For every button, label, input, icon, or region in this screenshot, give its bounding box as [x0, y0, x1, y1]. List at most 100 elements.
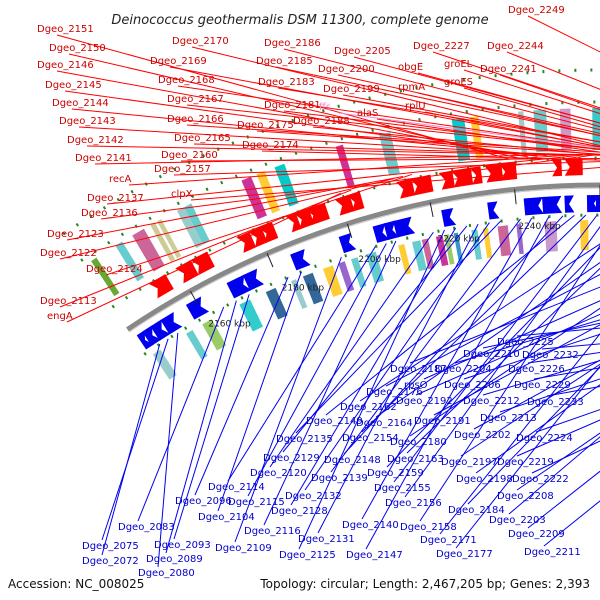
reverse-gene-label: Dgeo_2162 [340, 402, 397, 413]
cog-block [412, 240, 427, 272]
forward-gene-label: Dgeo_2144 [52, 98, 109, 109]
cog-block [152, 349, 177, 380]
reverse-gene [487, 201, 500, 220]
reverse-gene-label: Dgeo_2222 [512, 474, 569, 485]
backbone-circle [126, 182, 600, 332]
forward-gene-label: Dgeo_2157 [154, 164, 211, 175]
reverse-gene-label-connector [173, 294, 250, 540]
reverse-gene-label: Dgeo_2149 [306, 416, 363, 427]
forward-gene-label-connector [64, 90, 538, 157]
reverse-gene-label: Dgeo_2083 [118, 522, 175, 533]
forward-gene-label-connector [424, 111, 600, 148]
reverse-gene [142, 325, 162, 346]
forward-gene-label: Dgeo_2123 [47, 229, 104, 240]
forward-gene-label: groES [444, 77, 473, 88]
tick-ring [111, 156, 600, 309]
reverse-gene [595, 195, 600, 213]
forward-gene-label-connector [180, 158, 600, 162]
reverse-gene [383, 220, 400, 240]
reverse-gene-label: Dgeo_2164 [356, 418, 413, 429]
kbp-tick [429, 202, 434, 218]
cog-block [421, 238, 435, 270]
reverse-gene-label: Dgeo_2180 [390, 437, 447, 448]
forward-gene-label-connector [506, 51, 600, 90]
forward-gene-label: Dgeo_2122 [40, 248, 97, 259]
reverse-gene-label-connector [415, 313, 600, 396]
forward-gene-label: Dgeo_2160 [161, 150, 218, 161]
reverse-gene-label: Dgeo_2139 [311, 473, 368, 484]
forward-gene-label: obgE [398, 62, 423, 73]
forward-gene [564, 158, 583, 176]
forward-gene-label-connector [59, 189, 352, 308]
reverse-gene [523, 196, 544, 216]
kbp-tick [346, 223, 353, 239]
reverse-gene-label-connector [433, 324, 600, 416]
reverse-gene [150, 319, 171, 341]
forward-gene-label-connector [66, 175, 404, 241]
reverse-gene-label-connector [482, 360, 600, 396]
reverse-gene-label: Dgeo_2125 [279, 550, 336, 561]
forward-gene-label-connector [417, 92, 600, 137]
cog-block [453, 232, 464, 263]
kbp-label: 2200 kbp [358, 255, 401, 265]
forward-gene-label: Dgeo_2167 [167, 94, 224, 105]
forward-gene-label: Dgeo_2145 [45, 80, 102, 91]
forward-gene-label: Dgeo_2200 [318, 64, 375, 75]
reverse-gene [185, 296, 210, 320]
forward-gene-label: Dgeo_2141 [75, 153, 132, 164]
rna-gene-label-connector [338, 112, 600, 149]
forward-gene-label: groEL [444, 59, 473, 70]
forward-gene-label: Dgeo_2142 [67, 135, 124, 146]
gene-track-layer [62, 68, 600, 356]
tick-ring [62, 68, 600, 236]
reverse-gene [242, 268, 265, 291]
reverse-gene-label-connector [473, 359, 600, 430]
reverse-gene-label: Dgeo_2176 [366, 387, 423, 398]
reverse-gene-label: Dgeo_2192 [396, 396, 453, 407]
reverse-gene-label: Dgeo_2147 [346, 550, 403, 561]
cog-block [91, 257, 120, 297]
forward-gene-label: engA [47, 311, 73, 322]
reverse-gene-label: Dgeo_2114 [208, 482, 265, 493]
reverse-gene-label: Dgeo_2096 [175, 496, 232, 507]
forward-gene-label-connector [71, 108, 547, 157]
reverse-gene-label: Dgeo_2211 [524, 547, 581, 558]
forward-gene-label: alaS [357, 108, 378, 119]
reverse-gene-label-connector [527, 470, 600, 529]
reverse-gene-label: Dgeo_2115 [228, 497, 285, 508]
cog-block [544, 221, 558, 252]
cog-block [157, 219, 182, 259]
reverse-gene-label-connector [460, 363, 600, 457]
forward-gene-label-connector [106, 153, 593, 205]
reverse-gene-label-connector [454, 319, 600, 364]
reverse-gene-label: Dgeo_2213 [480, 413, 537, 424]
forward-gene-label: Dgeo_2249 [508, 5, 565, 16]
reverse-gene-label: Dgeo_2233 [527, 397, 584, 408]
reverse-gene-label: Dgeo_2203 [489, 515, 546, 526]
forward-gene-label-connector [186, 124, 600, 153]
reverse-gene-label-connector [482, 322, 600, 349]
reverse-gene-label: rpsO [404, 380, 428, 391]
reverse-gene-label: Dgeo_2191 [414, 416, 471, 427]
reverse-gene-label-connector [516, 432, 600, 491]
forward-gene-label: Dgeo_2143 [59, 116, 116, 127]
reverse-gene-label-connector [234, 256, 342, 543]
kbp-label: 2240 kbp [518, 222, 561, 232]
reverse-gene-label: Dgeo_2212 [463, 396, 520, 407]
cog-block [471, 229, 482, 260]
forward-gene-label-connector [376, 118, 600, 153]
reverse-gene-label: Dgeo_2197 [441, 457, 498, 468]
forward-gene [258, 222, 279, 244]
forward-gene-label-connector [86, 145, 565, 156]
reverse-gene-label-connector [393, 214, 598, 483]
reverse-gene-label: Dgeo_2209 [508, 529, 565, 540]
reverse-gene-label: Dgeo_2156 [385, 498, 442, 509]
cog-block [256, 171, 280, 214]
forward-gene-label: Dgeo_2199 [323, 84, 380, 95]
forward-gene-label: Dgeo_2175 [237, 120, 294, 131]
forward-gene [305, 202, 330, 226]
reverse-gene-label-connector [516, 327, 600, 337]
forward-gene-label: Dgeo_2183 [258, 77, 315, 88]
cog-block [379, 132, 400, 176]
reverse-gene-label-connector [531, 440, 600, 474]
